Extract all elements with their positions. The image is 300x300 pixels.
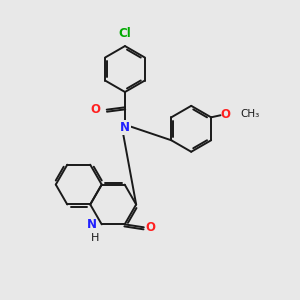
Text: O: O — [91, 103, 101, 116]
Text: N: N — [120, 121, 130, 134]
Text: N: N — [86, 218, 96, 232]
Text: O: O — [145, 221, 155, 234]
Text: CH₃: CH₃ — [241, 110, 260, 119]
Text: Cl: Cl — [118, 27, 131, 40]
Text: H: H — [91, 232, 99, 243]
Text: N: N — [120, 121, 130, 134]
Text: O: O — [220, 108, 230, 121]
